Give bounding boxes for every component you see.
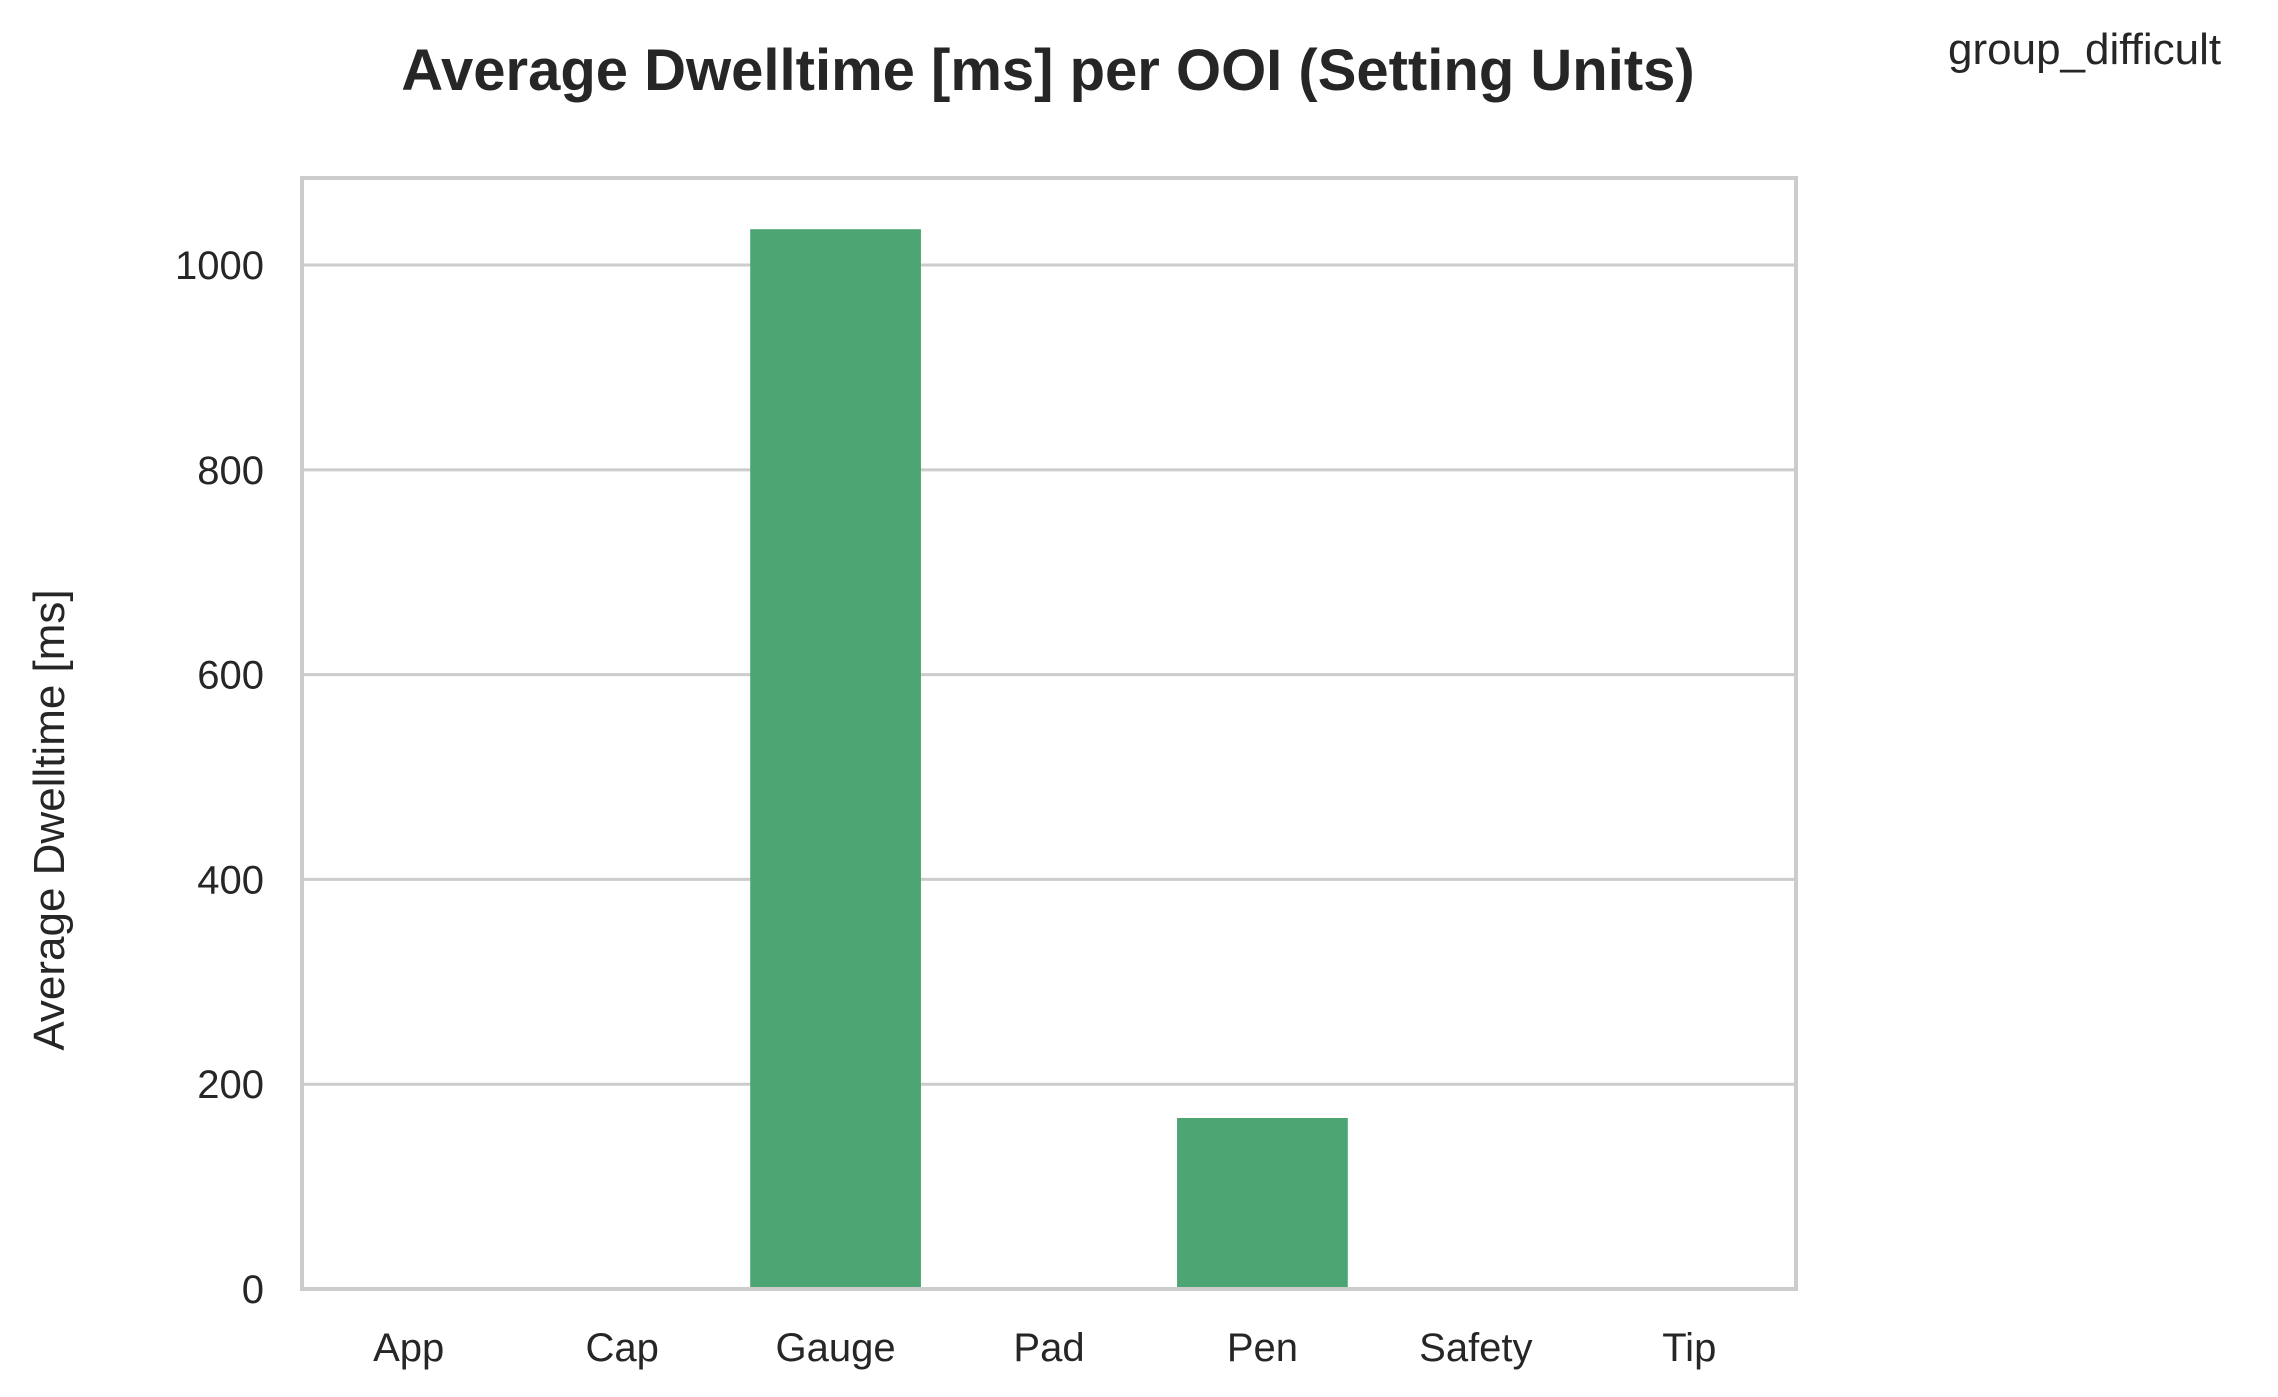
x-tick-label-tip: Tip: [1662, 1326, 1716, 1370]
y-tick-label-200: 200: [197, 1063, 264, 1107]
y-tick-label-1000: 1000: [175, 244, 264, 288]
bar-pen[interactable]: [1177, 1117, 1348, 1289]
x-tick-labels: App Cap Gauge Pad Pen Safety Tip: [373, 1326, 1716, 1370]
legend-title: group_difficult: [1948, 25, 2221, 74]
x-tick-label-gauge: Gauge: [776, 1326, 896, 1370]
chart-title: Average Dwelltime [ms] per OOI (Setting …: [401, 38, 1694, 103]
gridlines: [302, 263, 1796, 1086]
x-tick-label-pad: Pad: [1013, 1326, 1084, 1370]
y-tick-labels: 0 200 400 600 800 1000: [175, 244, 264, 1312]
y-tick-label-400: 400: [197, 858, 264, 902]
x-tick-label-cap: Cap: [585, 1326, 658, 1370]
x-tick-label-app: App: [373, 1326, 444, 1370]
plot-frame: [300, 176, 1798, 1291]
bars: [750, 229, 1348, 1290]
y-axis-label: Average Dwelltime [ms]: [25, 589, 74, 1050]
x-tick-label-pen: Pen: [1227, 1326, 1298, 1370]
y-tick-label-600: 600: [197, 654, 264, 698]
y-tick-label-0: 0: [242, 1268, 264, 1312]
y-tick-label-800: 800: [197, 449, 264, 493]
x-tick-label-safety: Safety: [1419, 1326, 1532, 1370]
bar-gauge[interactable]: [750, 229, 921, 1290]
